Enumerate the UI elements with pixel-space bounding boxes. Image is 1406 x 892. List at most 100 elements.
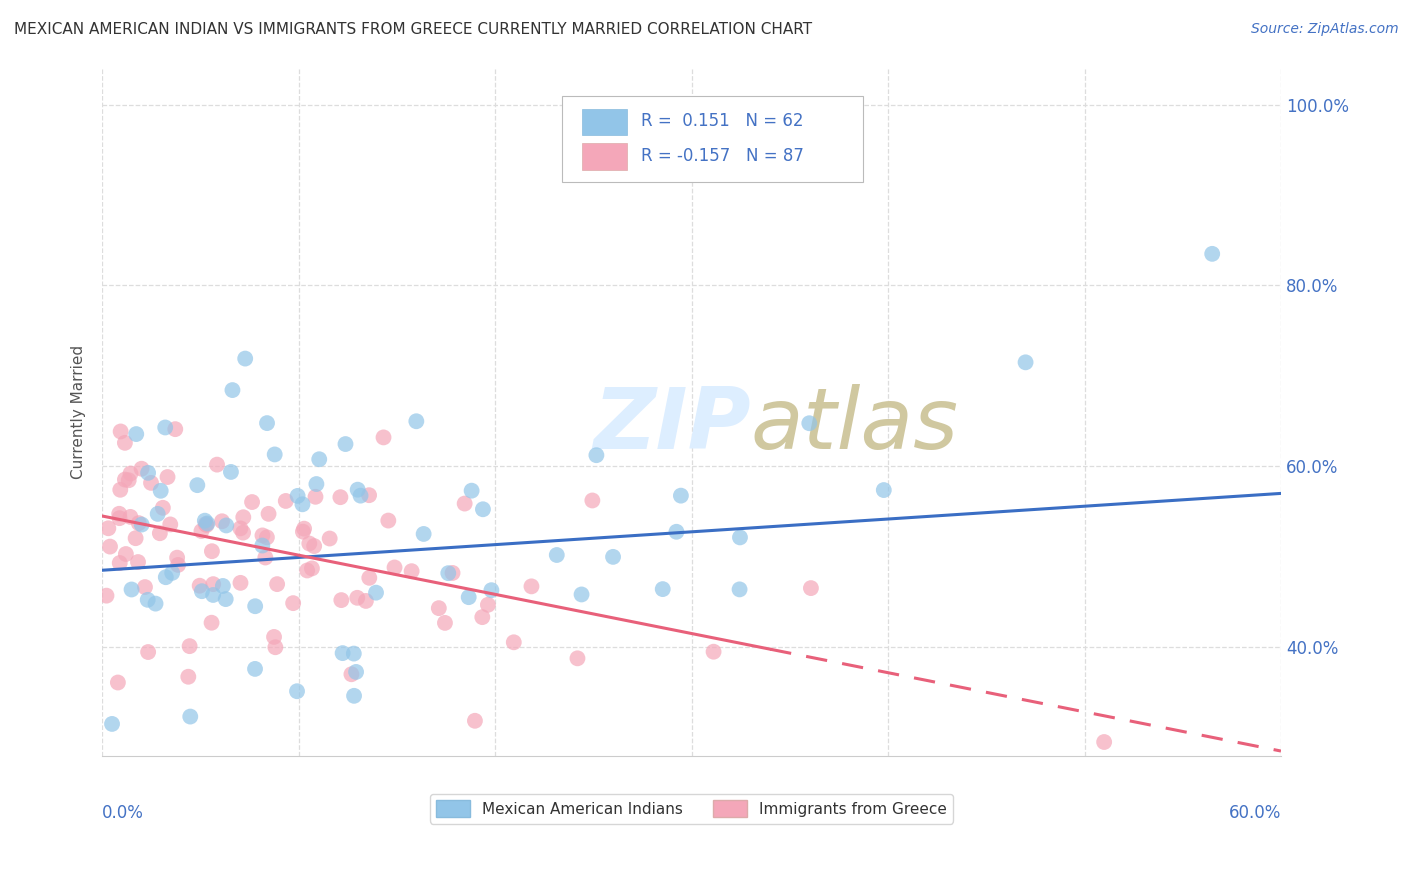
Point: [139, 475, 162, 490]
Point: [305, 477, 328, 491]
Point: [221, 383, 243, 397]
Point: [219, 465, 242, 479]
Point: [215, 518, 238, 533]
Point: [301, 561, 323, 575]
Point: [149, 483, 172, 498]
Point: [257, 507, 280, 521]
Point: [281, 596, 304, 610]
FancyBboxPatch shape: [562, 96, 862, 182]
Point: [295, 564, 318, 578]
Point: [212, 579, 235, 593]
Point: [97, 521, 120, 535]
Point: [188, 579, 211, 593]
Point: [728, 530, 751, 544]
Point: [471, 610, 494, 624]
Point: [211, 514, 233, 528]
Point: [108, 556, 131, 570]
Y-axis label: Currently Married: Currently Married: [72, 345, 86, 479]
Point: [179, 709, 201, 723]
Point: [243, 599, 266, 614]
Point: [520, 579, 543, 593]
Point: [194, 517, 217, 532]
Point: [571, 587, 593, 601]
Point: [252, 528, 274, 542]
Point: [567, 651, 589, 665]
Point: [160, 566, 183, 580]
Point: [318, 532, 340, 546]
Point: [149, 526, 172, 541]
Point: [384, 560, 406, 574]
Point: [114, 473, 136, 487]
Point: [274, 494, 297, 508]
Point: [266, 577, 288, 591]
Point: [291, 497, 314, 511]
Point: [159, 517, 181, 532]
Point: [651, 582, 673, 596]
Point: [453, 497, 475, 511]
Point: [308, 452, 330, 467]
Point: [194, 514, 217, 528]
Point: [437, 566, 460, 581]
Point: [215, 592, 238, 607]
Point: [114, 435, 136, 450]
Point: [1014, 355, 1036, 369]
Point: [349, 489, 371, 503]
Point: [377, 514, 399, 528]
Point: [128, 516, 150, 530]
Text: 60.0%: 60.0%: [1229, 804, 1281, 822]
Point: [665, 524, 688, 539]
Point: [124, 531, 146, 545]
Point: [330, 593, 353, 607]
Point: [127, 555, 149, 569]
Point: [136, 466, 159, 480]
Point: [343, 689, 366, 703]
FancyBboxPatch shape: [582, 109, 627, 136]
Text: R =  0.151   N = 62: R = 0.151 N = 62: [641, 112, 803, 130]
Point: [602, 549, 624, 564]
Point: [107, 675, 129, 690]
FancyBboxPatch shape: [582, 144, 627, 169]
Point: [108, 507, 131, 521]
Point: [291, 524, 314, 539]
Point: [96, 589, 118, 603]
Point: [252, 539, 274, 553]
Point: [373, 430, 395, 444]
Point: [1092, 735, 1115, 749]
Point: [101, 717, 124, 731]
Point: [120, 467, 142, 481]
Point: [254, 550, 277, 565]
Point: [464, 714, 486, 728]
Point: [121, 582, 143, 597]
Point: [108, 511, 131, 525]
Point: [460, 483, 482, 498]
Point: [481, 583, 503, 598]
Point: [195, 518, 218, 533]
Point: [405, 414, 427, 428]
Point: [191, 584, 214, 599]
Point: [120, 509, 142, 524]
Point: [155, 420, 177, 434]
Point: [873, 483, 896, 497]
Point: [264, 640, 287, 655]
Point: [332, 646, 354, 660]
Text: 0.0%: 0.0%: [103, 804, 143, 822]
Point: [401, 564, 423, 578]
Text: MEXICAN AMERICAN INDIAN VS IMMIGRANTS FROM GREECE CURRENTLY MARRIED CORRELATION : MEXICAN AMERICAN INDIAN VS IMMIGRANTS FR…: [14, 22, 813, 37]
Point: [179, 639, 201, 653]
Point: [1201, 247, 1223, 261]
Point: [457, 590, 479, 604]
Text: R = -0.157   N = 87: R = -0.157 N = 87: [641, 147, 804, 165]
Point: [200, 615, 222, 630]
Point: [427, 601, 450, 615]
Point: [125, 427, 148, 442]
Point: [304, 490, 326, 504]
Point: [232, 510, 254, 524]
Point: [703, 645, 725, 659]
Point: [354, 594, 377, 608]
Point: [202, 588, 225, 602]
Point: [581, 493, 603, 508]
Legend: Mexican American Indians, Immigrants from Greece: Mexican American Indians, Immigrants fro…: [430, 794, 953, 823]
Point: [302, 539, 325, 553]
Text: Source: ZipAtlas.com: Source: ZipAtlas.com: [1251, 22, 1399, 37]
Point: [131, 461, 153, 475]
